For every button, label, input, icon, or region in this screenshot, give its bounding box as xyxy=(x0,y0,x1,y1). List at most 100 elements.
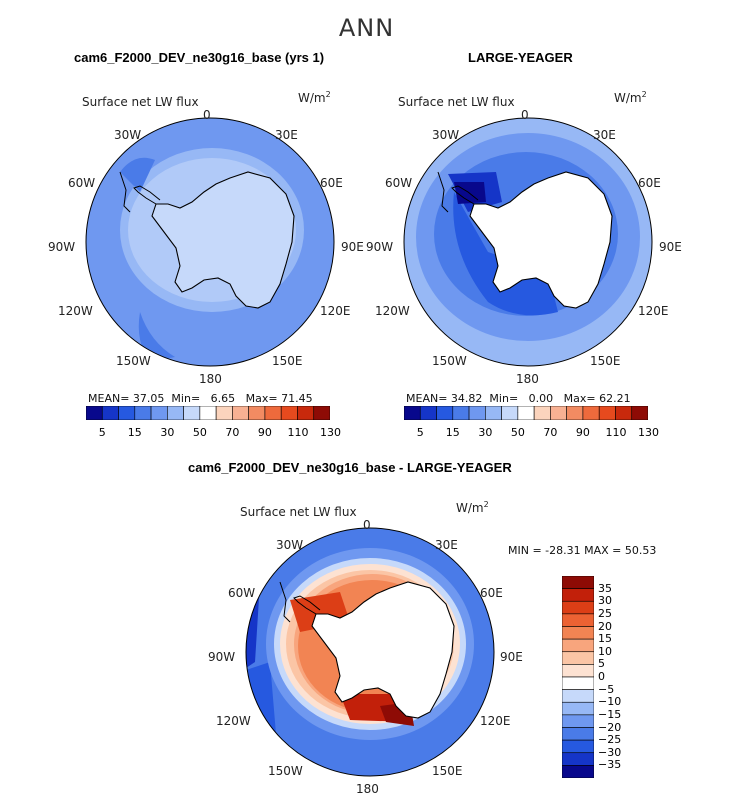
panel3-lon-30e: 30E xyxy=(435,538,458,552)
panel3-colorbar-swatch xyxy=(562,739,594,754)
panel3-colorbar-swatch xyxy=(562,651,594,665)
panel2-colorbar-tick: 130 xyxy=(638,426,659,439)
panel2-lon-60e: 60E xyxy=(638,176,661,190)
panel1-lon-60w: 60W xyxy=(68,176,96,190)
panel2-colorbar-tick: 5 xyxy=(416,426,424,439)
panel3-colorbar-swatch xyxy=(562,600,594,615)
panel3-colorbar-swatch xyxy=(562,588,594,602)
panel2-lon-120w: 120W xyxy=(375,304,410,318)
panel2-colorbar-swatch xyxy=(615,406,633,420)
panel3-lon-90w: 90W xyxy=(208,650,236,664)
panel2-colorbar-swatch xyxy=(501,406,519,420)
panel1-colorbar-swatch xyxy=(118,406,136,420)
panel3-colorbar-swatch xyxy=(562,638,594,653)
panel1-colorbar-swatch xyxy=(248,406,266,420)
panel1-lon-150e: 150E xyxy=(272,354,303,368)
panel2-colorbar-swatch xyxy=(485,406,502,420)
panel1-stats: MEAN= 37.05 Min= 6.65 Max= 71.45 xyxy=(88,392,313,405)
panel1-polar-map xyxy=(85,117,335,367)
panel1-south-america-coastline xyxy=(119,171,131,213)
panel2-colorbar-swatch xyxy=(517,406,535,420)
panel3-lon-60e: 60E xyxy=(480,586,503,600)
panel1-colorbar-swatch xyxy=(215,406,233,420)
figure-title: ANN xyxy=(338,14,395,42)
panel1-lon-120w: 120W xyxy=(58,304,93,318)
panel3-lon-30w: 30W xyxy=(276,538,304,552)
panel3-colorbar-swatch xyxy=(562,576,594,589)
panel2-lon-60w: 60W xyxy=(385,176,413,190)
panel3-colorbar-tick: 15 xyxy=(598,632,612,646)
panel3-colorbar-swatch xyxy=(562,714,594,728)
panel2-colorbar-swatch xyxy=(550,406,567,420)
panel3-minmax: MIN = -28.31 MAX = 50.53 xyxy=(508,544,657,557)
panel3-colorbar-tick: 5 xyxy=(598,657,605,671)
panel2-colorbar-swatch xyxy=(436,406,454,420)
panel2-colorbar-swatch xyxy=(404,406,421,420)
panel2-colorbar-tick: 30 xyxy=(478,426,493,439)
panel2-lon-90e: 90E xyxy=(659,240,682,254)
panel2-antarctica-coastline xyxy=(469,171,613,309)
panel2-peninsula-coastline xyxy=(451,185,479,205)
panel2-colorbar-swatch xyxy=(566,406,584,420)
panel1-variable-label: Surface net LW flux xyxy=(82,95,199,109)
panel3-colorbar-swatch xyxy=(562,727,594,741)
panel1-colorbar-tick: 5 xyxy=(98,426,106,439)
panel2-lon-120e: 120E xyxy=(638,304,669,318)
panel2-colorbar-swatch xyxy=(598,406,616,420)
panel2-lon-180: 180 xyxy=(516,372,539,386)
panel1-colorbar-swatch xyxy=(86,406,103,420)
panel3-colorbar-tick: −35 xyxy=(598,758,622,772)
panel2-lon-90w: 90W xyxy=(366,240,394,254)
panel3-colorbar-tick: 30 xyxy=(598,594,612,608)
panel3-colorbar-swatch xyxy=(562,701,594,716)
panel1-colorbar-swatch xyxy=(199,406,217,420)
panel1-lon-150w: 150W xyxy=(116,354,151,368)
panel3-lon-90e: 90E xyxy=(500,650,523,664)
panel3-antarctica-coastline xyxy=(311,581,455,719)
panel2-lon-30e: 30E xyxy=(593,128,616,142)
panel2-variable-label: Surface net LW flux xyxy=(398,95,515,109)
panel1-colorbar-swatch xyxy=(183,406,201,420)
panel1-lon-30w: 30W xyxy=(114,128,142,142)
panel3-colorbar-tick: 0 xyxy=(598,670,605,683)
panel3-colorbar-tick: −25 xyxy=(598,733,622,747)
panel3-colorbar-swatch xyxy=(562,626,594,640)
panel3-colorbar-tick: −20 xyxy=(598,720,622,734)
panel2-colorbar-swatch xyxy=(582,406,600,420)
panel3-colorbar-tick: −5 xyxy=(598,682,615,696)
panel2-colorbar-swatch xyxy=(419,406,437,420)
panel3-colorbar-tick: 35 xyxy=(598,581,612,595)
panel3-peninsula-coastline xyxy=(293,595,321,615)
panel1-units: W/m2 xyxy=(298,90,331,105)
panel1-colorbar-swatch xyxy=(167,406,184,420)
panel3-colorbar-tick: 10 xyxy=(598,644,612,658)
panel3-colorbar-swatch xyxy=(562,752,594,766)
panel2-contour-band-5-15 xyxy=(453,192,558,316)
panel2-polar-map xyxy=(403,117,653,367)
panel2-colorbar-ticks: 5 15 30 50 70 90 110 130 xyxy=(398,424,659,440)
panel1-colorbar-tick: 110 xyxy=(287,426,309,439)
panel3-lon-120e: 120E xyxy=(480,714,511,728)
panel2-colorbar-swatch xyxy=(468,406,486,420)
panel1-colorbar-tick: 90 xyxy=(257,426,272,439)
panel3-colorbar-tick: −10 xyxy=(598,695,622,709)
panel2-colorbar-swatch xyxy=(452,406,470,420)
panel3-colorbar-ticks: 35 30 25 20 15 10 5 0 −5 −10 −15 −20 −25 −30 −35 xyxy=(598,576,638,786)
panel2-colorbar-tick: 50 xyxy=(510,426,525,439)
panel3-lon-120w: 120W xyxy=(216,714,251,728)
panel3-colorbar-swatch xyxy=(562,676,594,690)
panel1-map-border xyxy=(85,117,335,367)
panel1-lon-0: 0 xyxy=(203,108,211,122)
panel1-colorbar-swatch xyxy=(232,406,249,420)
panel2-colorbar xyxy=(404,406,648,420)
panel1-colorbar-swatch xyxy=(134,406,152,420)
panel1-lon-90w: 90W xyxy=(48,240,76,254)
panel2-colorbar-tick: 110 xyxy=(605,426,627,439)
panel1-lon-60e: 60E xyxy=(320,176,343,190)
panel3-colorbar-swatch xyxy=(562,765,594,778)
panel3-colorbar-tick: −30 xyxy=(598,745,622,759)
panel2-units: W/m2 xyxy=(614,90,647,105)
panel3-lon-150w: 150W xyxy=(268,764,303,778)
panel2-stats: MEAN= 34.82 Min= 0.00 Max= 62.21 xyxy=(406,392,631,405)
panel3-polar-map xyxy=(245,527,495,777)
